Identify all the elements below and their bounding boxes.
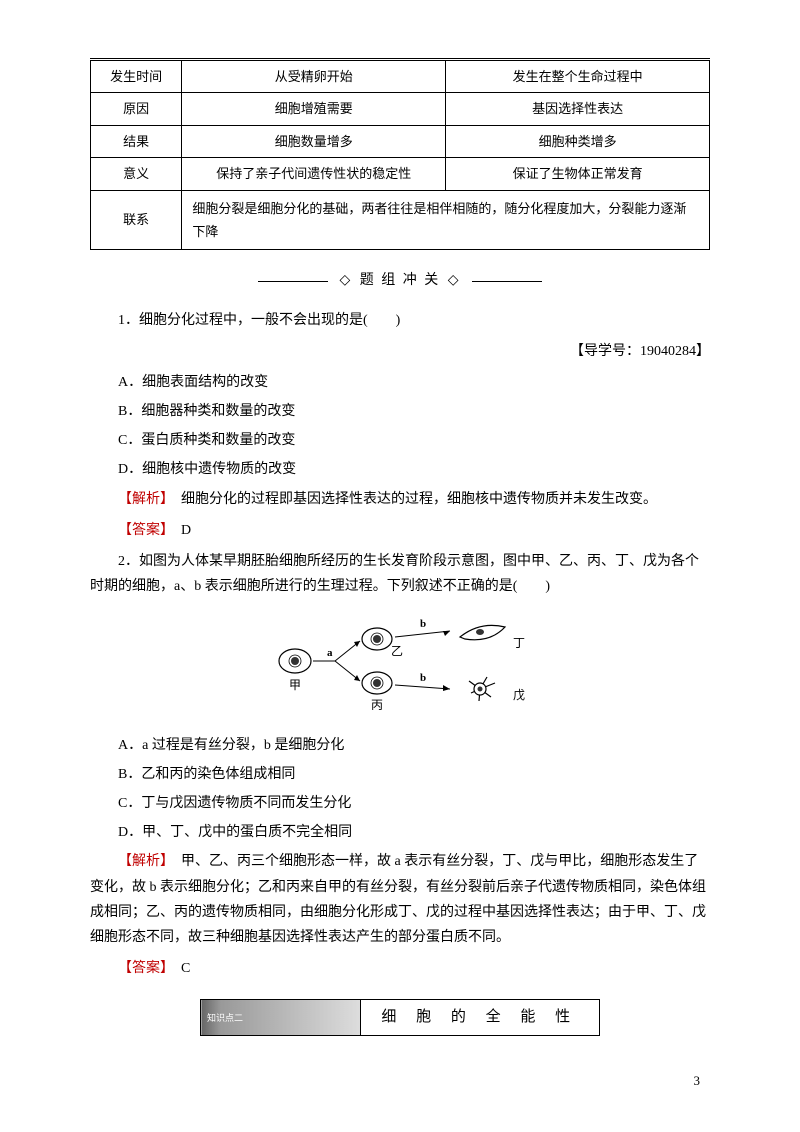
label-b1: b xyxy=(420,618,426,630)
label-yi: 乙 xyxy=(391,644,403,658)
section-header: ◇ 题 组 冲 关 ◇ xyxy=(90,268,710,293)
q2-option-c: C．丁与戊因遗传物质不同而发生分化 xyxy=(90,791,710,816)
label-b2: b xyxy=(420,672,426,684)
cell: 保证了生物体正常发育 xyxy=(446,158,710,190)
table-row: 意义 保持了亲子代间遗传性状的稳定性 保证了生物体正常发育 xyxy=(91,158,710,190)
row-label: 联系 xyxy=(91,190,182,250)
cell: 细胞种类增多 xyxy=(446,125,710,157)
diamond-icon: ◇ xyxy=(448,273,461,288)
q2-option-d: D．甲、丁、戊中的蛋白质不完全相同 xyxy=(90,820,710,845)
knowledge-left-label: 知识点二 xyxy=(201,1000,361,1036)
analysis-text: 细胞分化的过程即基因选择性表达的过程，细胞核中遗传物质并未发生改变。 xyxy=(167,492,657,507)
cell: 保持了亲子代间遗传性状的稳定性 xyxy=(182,158,446,190)
section-title: 题 组 冲 关 xyxy=(360,273,441,288)
rule-right xyxy=(472,281,542,282)
cell: 细胞增殖需要 xyxy=(182,93,446,125)
page-number: 3 xyxy=(694,1069,701,1092)
label-bing: 丙 xyxy=(371,698,383,711)
table-row: 发生时间 从受精卵开始 发生在整个生命过程中 xyxy=(91,61,710,93)
row-label: 发生时间 xyxy=(91,61,182,93)
q1-analysis: 【解析】 细胞分化的过程即基因选择性表达的过程，细胞核中遗传物质并未发生改变。 xyxy=(90,487,710,512)
cell: 细胞数量增多 xyxy=(182,125,446,157)
analysis-label: 【解析】 xyxy=(118,854,167,869)
answer-text: D xyxy=(167,523,191,538)
diamond-icon: ◇ xyxy=(339,273,352,288)
analysis-label: 【解析】 xyxy=(118,492,167,507)
analysis-text: 甲、乙、丙三个细胞形态一样，故 a 表示有丝分裂，丁、戊与甲比，细胞形态发生了变… xyxy=(90,854,706,945)
q1-option-a: A．细胞表面结构的改变 xyxy=(90,370,710,395)
comparison-table: 发生时间 从受精卵开始 发生在整个生命过程中 原因 细胞增殖需要 基因选择性表达… xyxy=(90,60,710,250)
q1-option-d: D．细胞核中遗传物质的改变 xyxy=(90,457,710,482)
row-label: 原因 xyxy=(91,93,182,125)
cell: 发生在整个生命过程中 xyxy=(446,61,710,93)
q2-analysis: 【解析】 甲、乙、丙三个细胞形态一样，故 a 表示有丝分裂，丁、戊与甲比，细胞形… xyxy=(90,849,710,950)
q1-option-b: B．细胞器种类和数量的改变 xyxy=(90,399,710,424)
row-label: 意义 xyxy=(91,158,182,190)
header-rule xyxy=(90,58,710,59)
merged-cell: 细胞分裂是细胞分化的基础，两者往往是相伴相随的，随分化程度加大，分裂能力逐渐下降 xyxy=(182,190,710,250)
cell-diagram: 甲 a 乙 丙 b b 丁 戊 xyxy=(90,611,710,720)
q1-answer: 【答案】 D xyxy=(90,518,710,543)
q1-stem: 1．细胞分化过程中，一般不会出现的是( ) xyxy=(90,308,710,333)
label-ding: 丁 xyxy=(513,636,525,650)
table-row: 联系 细胞分裂是细胞分化的基础，两者往往是相伴相随的，随分化程度加大，分裂能力逐… xyxy=(91,190,710,250)
knowledge-title: 细 胞 的 全 能 性 xyxy=(360,1000,599,1036)
label-jia: 甲 xyxy=(289,678,301,692)
q2-answer: 【答案】 C xyxy=(90,956,710,981)
q2-option-b: B．乙和丙的染色体组成相同 xyxy=(90,762,710,787)
q2-option-a: A．a 过程是有丝分裂，b 是细胞分化 xyxy=(90,733,710,758)
knowledge-point-box: 知识点二 细 胞 的 全 能 性 xyxy=(90,999,710,1036)
rule-left xyxy=(258,281,328,282)
q2-stem: 2．如图为人体某早期胚胎细胞所经历的生长发育阶段示意图，图中甲、乙、丙、丁、戊为… xyxy=(90,549,710,599)
label-wu: 戊 xyxy=(513,688,525,702)
table-row: 原因 细胞增殖需要 基因选择性表达 xyxy=(91,93,710,125)
answer-text: C xyxy=(167,961,190,976)
q1-reference: 【导学号：19040284】 xyxy=(90,339,710,364)
cell: 从受精卵开始 xyxy=(182,61,446,93)
cell: 基因选择性表达 xyxy=(446,93,710,125)
table-row: 结果 细胞数量增多 细胞种类增多 xyxy=(91,125,710,157)
answer-label: 【答案】 xyxy=(118,523,167,538)
label-a: a xyxy=(327,647,333,659)
answer-label: 【答案】 xyxy=(118,961,167,976)
q1-option-c: C．蛋白质种类和数量的改变 xyxy=(90,428,710,453)
row-label: 结果 xyxy=(91,125,182,157)
